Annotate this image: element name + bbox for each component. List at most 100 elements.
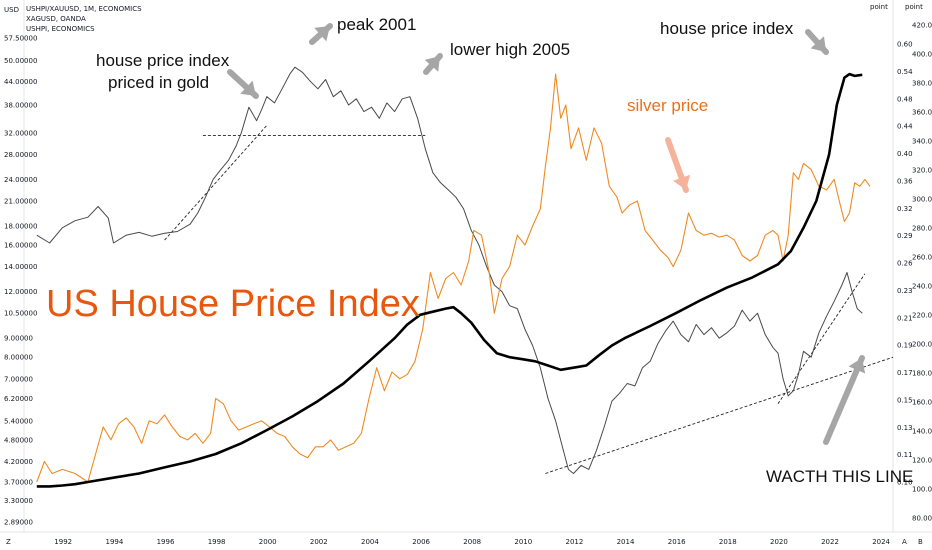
x-tick-label: 2004	[361, 538, 379, 546]
left-tick-label: 5.40000	[4, 417, 33, 425]
x-tick-label: 1994	[106, 538, 124, 546]
left-tick-label: 38.00000	[4, 102, 37, 110]
left-tick-label: 4.20000	[4, 458, 33, 466]
x-tick-label: 1998	[208, 538, 226, 546]
left-tick-label: 28.00000	[4, 151, 37, 159]
arrow-watch-line	[823, 355, 866, 445]
right-axis-tick-label: 300.00	[912, 196, 932, 204]
mid-axis-tick-label: 0.36	[897, 177, 913, 185]
annotation-hpi-gold-line2: priced in gold	[108, 73, 209, 92]
left-tick-label: 44.00000	[4, 78, 37, 86]
right-axis-tick-label: 120.00	[912, 457, 932, 465]
x-tick-label: 2010	[514, 538, 532, 546]
mid-axis-tick-label: 0.15	[897, 396, 913, 404]
x-tick-label: 2022	[821, 538, 839, 546]
left-tick-label: 3.30000	[4, 497, 33, 505]
bottom-right-a[interactable]: A	[902, 538, 907, 546]
x-tick-label: 2024	[872, 538, 890, 546]
mid-axis-tick-label: 0.48	[897, 95, 913, 103]
left-tick-label: 9.00000	[4, 335, 33, 343]
arrow-hpi	[805, 29, 829, 55]
series-line-hpi	[36, 72, 863, 488]
right-axis-tick-label: 320.00	[912, 167, 932, 175]
left-tick-label: 32.00000	[4, 129, 37, 137]
left-tick-label: 57.50000	[4, 35, 37, 43]
series-label-silver: XAGUSD, OANDA	[26, 15, 86, 23]
trendline	[545, 356, 894, 474]
arrow-lower-high	[423, 53, 443, 75]
annotation-peak: peak 2001	[337, 15, 416, 34]
bottom-right-b[interactable]: B	[918, 538, 923, 546]
x-tick-label: 2006	[412, 538, 430, 546]
mid-axis-tick-label: 0.29	[897, 232, 913, 240]
mid-axis-tick-label: 0.54	[897, 68, 913, 76]
right-axis-tick-label: 400.00	[912, 51, 932, 59]
right-axis-unit-2: point	[905, 3, 923, 11]
x-tick-label: 2002	[310, 538, 328, 546]
left-tick-label: 10.50000	[4, 310, 37, 318]
right-axis-tick-label: 240.00	[912, 283, 932, 291]
trendline	[164, 125, 268, 241]
left-tick-label: 21.00000	[4, 198, 37, 206]
x-tick-label: 1996	[157, 538, 175, 546]
mid-axis-tick-label: 0.26	[897, 260, 913, 268]
mid-axis-tick-label: 0.32	[897, 205, 913, 213]
annotation-lower-high: lower high 2005	[450, 40, 570, 59]
left-tick-label: 7.00000	[4, 375, 33, 383]
series-line-ratio	[36, 66, 863, 474]
left-tick-label: 6.20000	[4, 395, 33, 403]
mid-axis-tick-label: 0.21	[897, 314, 913, 322]
left-axis-unit: USD	[4, 6, 19, 14]
left-tick-label: 18.00000	[4, 223, 37, 231]
annotation-watch-line: WACTH THIS LINE	[766, 467, 913, 486]
x-tick-label: 2000	[259, 538, 277, 546]
left-tick-label: 16.00000	[4, 242, 37, 250]
x-tick-label: 2014	[617, 538, 635, 546]
left-tick-label: 50.00000	[4, 57, 37, 65]
left-tick-label: 3.70000	[4, 479, 33, 487]
right-axis-tick-label: 100.00	[912, 486, 932, 494]
x-tick-label: 2012	[566, 538, 584, 546]
x-tick-label: 2016	[668, 538, 686, 546]
annotation-hpi: house price index	[660, 19, 794, 38]
right-axis-tick-label: 80.00	[912, 515, 932, 523]
trendline	[777, 273, 866, 405]
series-label-hpi: USHPI, ECONOMICS	[26, 25, 95, 33]
axes: 57.50000 50.00000 44.00000 38.00000 32.00000…	[4, 22, 932, 547]
arrow-peak	[309, 23, 333, 45]
mid-axis-tick-label: 0.11	[897, 451, 913, 459]
right-axis-tick-label: 340.00	[912, 138, 932, 146]
right-axis-unit-1: point	[870, 3, 888, 11]
mid-axis-tick-label: 0.44	[897, 123, 913, 131]
right-axis-tick-label: 180.00	[912, 370, 932, 378]
mid-axis-tick-label: 0.13	[897, 424, 913, 432]
left-tick-label: 8.00000	[4, 354, 33, 362]
arrow-silver	[665, 137, 691, 193]
annotation-arrows	[227, 23, 866, 445]
x-tick-label: 1992	[54, 538, 72, 546]
right-axis-tick-label: 420.00	[912, 22, 932, 30]
bottom-left-label: Z	[6, 538, 11, 546]
mid-axis-tick-label: 0.23	[897, 287, 913, 295]
series-line-silver	[36, 73, 871, 483]
chart-title: US House Price Index	[46, 283, 420, 325]
right-axis-tick-label: 160.00	[912, 399, 932, 407]
annotation-hpi-gold-line1: house price index	[96, 51, 230, 70]
symbol-line: USHPI/XAUUSD, 1M, ECONOMICS	[26, 5, 142, 13]
left-tick-label: 12.00000	[4, 288, 37, 296]
mid-axis-tick-label: 0.19	[897, 342, 913, 350]
right-axis-tick-label: 200.00	[912, 341, 932, 349]
mid-axis-tick-label: 0.10	[897, 479, 913, 487]
x-tick-label: 2008	[463, 538, 481, 546]
left-tick-label: 4.80000	[4, 436, 33, 444]
left-tick-label: 24.00000	[4, 176, 37, 184]
right-axis-tick-label: 360.00	[912, 109, 932, 117]
right-axis-tick-label: 280.00	[912, 225, 932, 233]
annotation-silver: silver price	[627, 96, 708, 115]
mid-axis-tick-label: 0.60	[897, 41, 913, 49]
mid-axis-tick-label: 0.40	[897, 150, 913, 158]
left-tick-label: 14.00000	[4, 263, 37, 271]
x-tick-label: 2018	[719, 538, 737, 546]
